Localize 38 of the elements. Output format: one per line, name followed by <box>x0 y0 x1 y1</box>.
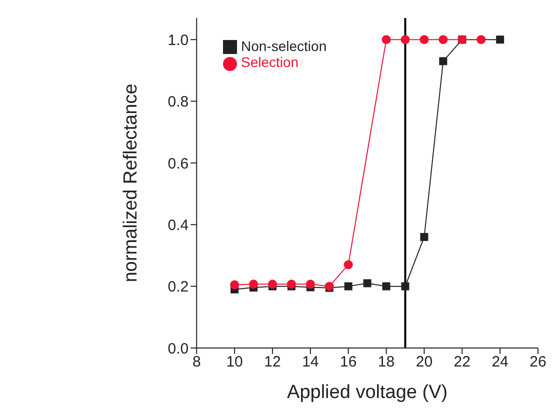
point <box>382 35 391 44</box>
point <box>382 282 390 290</box>
point <box>363 279 372 288</box>
legend-label: Selection <box>241 54 299 70</box>
x-tick-label: 22 <box>454 354 470 371</box>
point <box>306 280 315 289</box>
x-tick-label: 26 <box>530 354 546 371</box>
x-axis-title: Applied voltage (V) <box>287 382 448 403</box>
x-tick-label: 16 <box>340 354 357 371</box>
point <box>420 232 428 241</box>
point <box>439 57 448 66</box>
point <box>476 35 486 44</box>
point <box>420 35 429 44</box>
point <box>438 35 448 44</box>
point <box>286 280 296 289</box>
point <box>344 260 353 270</box>
x-tick-label: 8 <box>192 354 201 371</box>
legend-label: Non-selection <box>241 38 327 54</box>
x-tick-label: 20 <box>416 354 433 371</box>
y-tick-label: 0.2 <box>168 278 189 296</box>
point <box>249 280 258 289</box>
y-tick-label: 0.6 <box>168 155 189 172</box>
point <box>344 282 352 290</box>
point <box>496 36 504 44</box>
y-tick-label: 0.8 <box>168 94 189 111</box>
x-tick-label: 12 <box>264 354 281 371</box>
y-tick-label: 0.0 <box>168 340 189 358</box>
x-tick-label: 10 <box>226 354 243 371</box>
point <box>230 280 240 290</box>
x-tick-label: 24 <box>492 354 508 371</box>
point <box>400 35 410 44</box>
y-axis-title: normalized Reflectance <box>120 84 142 282</box>
point <box>401 282 410 290</box>
y-tick-label: 1.0 <box>168 32 189 49</box>
y-tick-label: 0.4 <box>168 216 189 234</box>
x-tick-label: 14 <box>302 354 319 371</box>
x-tick-label: 18 <box>378 354 395 371</box>
point <box>268 280 277 289</box>
